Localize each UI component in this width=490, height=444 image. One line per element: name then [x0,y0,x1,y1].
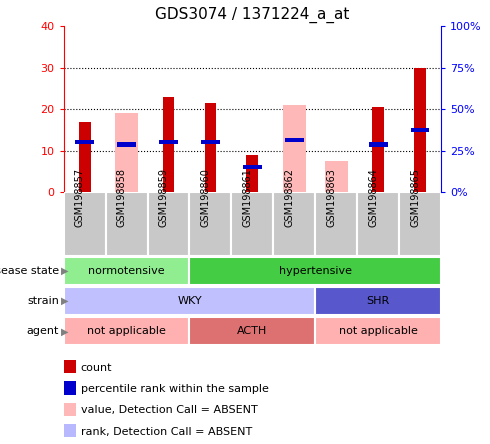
Text: GSM198860: GSM198860 [200,168,210,227]
Bar [204,103,216,192]
Bar [231,192,273,256]
Text: SHR: SHR [367,296,390,306]
Text: agent: agent [26,326,59,336]
Text: not applicable: not applicable [87,326,166,336]
Text: count: count [81,363,112,373]
Bar [75,140,94,144]
Text: GSM198863: GSM198863 [326,168,336,227]
Text: rank, Detection Call = ABSENT: rank, Detection Call = ABSENT [81,427,252,436]
Text: WKY: WKY [177,296,202,306]
Bar [147,192,190,256]
Bar [414,67,426,192]
Bar [64,287,315,315]
Bar [64,258,190,285]
Bar [79,122,91,192]
Bar [190,317,315,345]
Bar [357,192,399,256]
Bar [325,161,348,192]
Bar [201,140,220,144]
Bar [315,192,357,256]
Title: GDS3074 / 1371224_a_at: GDS3074 / 1371224_a_at [155,7,349,23]
Text: disease state: disease state [0,266,59,276]
Bar [285,138,304,143]
Bar [117,143,136,147]
Bar [283,105,306,192]
Bar [372,107,384,192]
Text: GSM198862: GSM198862 [284,168,294,227]
Text: GSM198864: GSM198864 [368,168,378,227]
Text: ▶: ▶ [61,326,69,336]
Text: ▶: ▶ [61,266,69,276]
Bar [163,97,174,192]
Bar [106,192,147,256]
Bar [115,113,138,192]
Text: GSM198859: GSM198859 [158,168,169,227]
Bar [315,287,441,315]
Bar [273,192,315,256]
Bar [190,192,231,256]
Text: percentile rank within the sample: percentile rank within the sample [81,384,269,394]
Text: ACTH: ACTH [237,326,268,336]
Bar [243,165,262,169]
Text: ▶: ▶ [61,296,69,306]
Bar [159,140,178,144]
Bar [190,258,441,285]
Text: GSM198858: GSM198858 [117,168,126,227]
Text: value, Detection Call = ABSENT: value, Detection Call = ABSENT [81,405,258,415]
Text: hypertensive: hypertensive [279,266,352,276]
Bar [411,128,429,132]
Text: not applicable: not applicable [339,326,417,336]
Bar [368,143,388,147]
Text: GSM198861: GSM198861 [243,168,252,227]
Bar [399,192,441,256]
Bar [246,155,258,192]
Bar [315,317,441,345]
Bar [64,192,106,256]
Text: strain: strain [27,296,59,306]
Text: normotensive: normotensive [88,266,165,276]
Bar [64,317,190,345]
Text: GSM198857: GSM198857 [74,168,85,227]
Text: GSM198865: GSM198865 [410,168,420,227]
